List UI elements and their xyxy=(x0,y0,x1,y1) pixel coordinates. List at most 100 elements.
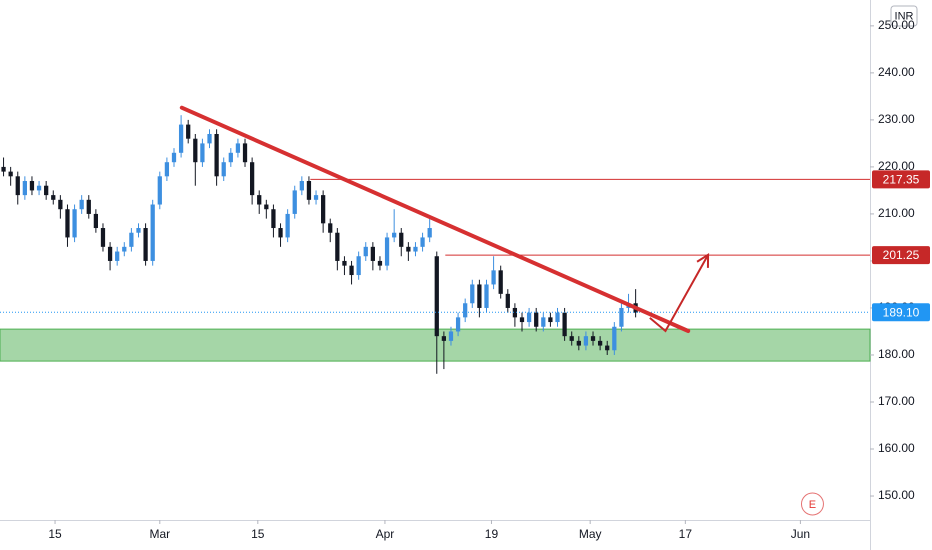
candle-body xyxy=(548,317,553,323)
x-tick-label: 17 xyxy=(679,527,693,541)
candle-body xyxy=(8,171,13,177)
candle-body xyxy=(597,340,603,346)
candle-body xyxy=(150,204,155,261)
candle-body xyxy=(285,213,290,238)
candle-body xyxy=(214,133,219,177)
candle-body xyxy=(22,181,27,196)
x-tick-label: May xyxy=(579,527,602,541)
event-label: E xyxy=(809,499,816,511)
candle-body xyxy=(29,181,35,191)
x-tick-label: Apr xyxy=(376,527,395,541)
candle-body xyxy=(1,166,6,172)
level-label-box xyxy=(872,170,930,189)
candle-body xyxy=(455,317,461,332)
candle-body xyxy=(157,176,162,205)
last-price-box xyxy=(872,303,930,322)
candle-body xyxy=(406,246,411,252)
level-label: 201.25 xyxy=(883,248,920,262)
candle-body xyxy=(491,270,496,285)
candle-body xyxy=(434,256,439,337)
candle-body xyxy=(264,204,269,210)
candle-body xyxy=(356,256,361,276)
candle-body xyxy=(58,199,63,210)
y-tick-label: 160.00 xyxy=(878,441,915,455)
candle-body xyxy=(271,209,276,229)
candle-body xyxy=(612,326,617,351)
candle-body xyxy=(583,336,589,346)
candle-body xyxy=(100,228,106,247)
candle-body xyxy=(541,317,546,327)
projection-path xyxy=(649,254,709,333)
candle-body xyxy=(44,185,49,196)
candle-body xyxy=(505,293,510,308)
candle-body xyxy=(413,246,418,252)
candle-body xyxy=(136,228,141,233)
trendline xyxy=(179,105,691,333)
candle-body xyxy=(470,284,475,304)
candle-body xyxy=(605,345,610,351)
x-tick-label: 15 xyxy=(48,527,62,541)
candle-body xyxy=(526,312,532,323)
candle-body xyxy=(377,260,383,266)
candle-body xyxy=(186,124,191,139)
candle-body xyxy=(569,336,574,341)
candle-body xyxy=(15,176,20,196)
candle-body xyxy=(171,152,177,163)
candle-body xyxy=(143,228,148,261)
candle-body xyxy=(178,124,184,153)
y-tick-label: 210.00 xyxy=(878,206,915,220)
candle-body xyxy=(576,340,581,346)
candle-body xyxy=(235,143,241,153)
candle-body xyxy=(257,195,262,205)
candle-body xyxy=(619,307,624,327)
candle-body xyxy=(392,232,397,238)
candle-body xyxy=(306,181,312,200)
candle-body xyxy=(193,138,198,163)
currency-box[interactable] xyxy=(890,5,918,27)
candle-body xyxy=(328,223,333,233)
candle-body xyxy=(562,312,567,337)
candle-body xyxy=(221,162,226,177)
candle-body xyxy=(370,246,375,261)
candle-body xyxy=(299,181,304,191)
x-tick-label: 15 xyxy=(251,527,265,541)
candle-body xyxy=(477,284,482,308)
x-tick-label: Jun xyxy=(791,527,810,541)
y-tick-label: 240.00 xyxy=(878,65,915,79)
candle-body xyxy=(115,251,120,261)
x-tick-label: Mar xyxy=(149,527,170,541)
arrow-head xyxy=(696,253,710,268)
candle-body xyxy=(427,228,432,238)
candle-body xyxy=(79,199,84,210)
candle-body xyxy=(399,232,404,247)
candle-body xyxy=(242,143,248,163)
candle-body xyxy=(93,213,99,229)
candle-body xyxy=(313,195,319,200)
y-tick-label: 250.00 xyxy=(878,18,915,32)
candle-body xyxy=(278,228,283,238)
candle-body xyxy=(534,312,539,327)
candle-body xyxy=(36,185,42,191)
candle-body xyxy=(441,336,447,341)
candle-body xyxy=(420,237,425,247)
candle-body xyxy=(349,265,354,276)
candle-body xyxy=(72,209,77,238)
candle-body xyxy=(107,246,113,261)
x-tick-label: 19 xyxy=(485,527,499,541)
candle-body xyxy=(292,190,297,214)
candle-body xyxy=(463,303,468,318)
candle-body xyxy=(228,152,233,163)
candle-body xyxy=(342,260,347,266)
y-tick-label: 230.00 xyxy=(878,112,915,126)
candle-body xyxy=(86,199,91,214)
candle-body xyxy=(321,195,326,224)
candle-body xyxy=(122,246,127,252)
y-tick-label: 170.00 xyxy=(878,394,915,408)
candle-body xyxy=(65,209,70,238)
candle-body xyxy=(335,232,340,261)
candle-body xyxy=(200,143,205,163)
candle-body xyxy=(519,317,525,323)
candle-body xyxy=(498,270,503,294)
